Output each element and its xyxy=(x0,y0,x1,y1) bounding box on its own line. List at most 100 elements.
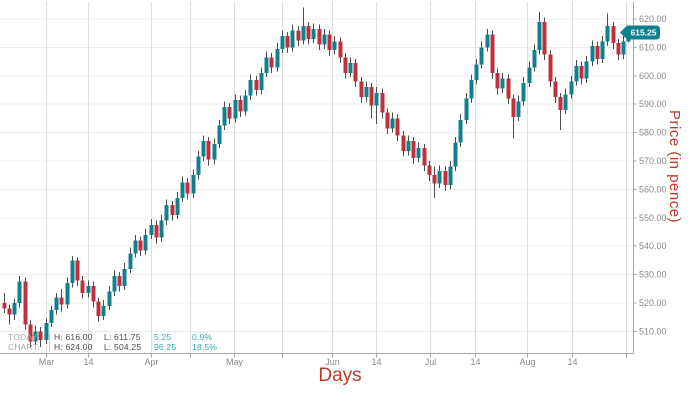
candle-66[interactable] xyxy=(348,57,353,78)
candle-25[interactable] xyxy=(133,234,138,258)
candle-59[interactable] xyxy=(311,23,316,44)
candle-14[interactable] xyxy=(75,257,80,286)
candle-113[interactable] xyxy=(595,41,600,65)
candle-30[interactable] xyxy=(159,214,164,242)
candle-17[interactable] xyxy=(91,281,96,308)
candle-93[interactable] xyxy=(490,30,495,79)
candle-19[interactable] xyxy=(101,300,106,321)
candle-107[interactable] xyxy=(563,88,568,115)
candle-62[interactable] xyxy=(327,30,332,56)
candle-92[interactable] xyxy=(485,28,490,52)
candle-34[interactable] xyxy=(180,176,185,203)
candle-60[interactable] xyxy=(317,24,322,51)
candle-26[interactable] xyxy=(138,236,143,257)
candle-52[interactable] xyxy=(275,43,280,72)
candle-78[interactable] xyxy=(411,136,416,164)
candle-24[interactable] xyxy=(128,247,133,274)
candle-40[interactable] xyxy=(212,138,217,164)
candle-27[interactable] xyxy=(143,229,148,255)
candle-33[interactable] xyxy=(175,192,180,220)
candle-91[interactable] xyxy=(479,41,484,69)
candle-15[interactable] xyxy=(80,276,85,299)
candle-7[interactable] xyxy=(38,327,43,348)
candle-67[interactable] xyxy=(353,58,358,88)
candle-38[interactable] xyxy=(201,135,206,161)
candle-101[interactable] xyxy=(532,44,537,72)
candle-111[interactable] xyxy=(584,55,589,83)
candle-65[interactable] xyxy=(343,53,348,79)
candle-84[interactable] xyxy=(443,166,448,191)
candle-39[interactable] xyxy=(206,136,211,166)
candle-64[interactable] xyxy=(338,37,343,64)
candle-77[interactable] xyxy=(406,135,411,156)
candle-31[interactable] xyxy=(164,199,169,225)
candle-99[interactable] xyxy=(521,77,526,106)
candle-1[interactable] xyxy=(7,304,12,325)
candle-29[interactable] xyxy=(154,220,159,244)
candle-47[interactable] xyxy=(248,74,253,100)
candle-4[interactable] xyxy=(23,277,28,330)
candle-44[interactable] xyxy=(233,94,238,123)
candle-41[interactable] xyxy=(217,119,222,149)
candle-10[interactable] xyxy=(54,293,59,315)
candle-61[interactable] xyxy=(322,28,327,49)
candle-100[interactable] xyxy=(527,61,532,88)
candle-37[interactable] xyxy=(196,151,201,180)
candle-73[interactable] xyxy=(385,108,390,135)
candle-5[interactable] xyxy=(28,320,33,348)
candle-116[interactable] xyxy=(611,21,616,49)
candle-28[interactable] xyxy=(149,219,154,240)
candle-53[interactable] xyxy=(280,30,285,54)
candle-75[interactable] xyxy=(395,114,400,142)
candle-57[interactable] xyxy=(301,7,306,45)
candle-23[interactable] xyxy=(122,263,127,291)
candle-21[interactable] xyxy=(112,270,117,296)
candle-0[interactable] xyxy=(2,293,7,313)
candle-74[interactable] xyxy=(390,112,395,133)
candle-3[interactable] xyxy=(17,276,22,308)
candle-48[interactable] xyxy=(254,75,259,96)
candle-35[interactable] xyxy=(185,178,190,200)
candle-105[interactable] xyxy=(553,77,558,103)
candle-97[interactable] xyxy=(511,94,516,139)
candle-51[interactable] xyxy=(269,53,274,73)
candle-22[interactable] xyxy=(117,271,122,292)
candle-82[interactable] xyxy=(432,166,437,198)
candle-11[interactable] xyxy=(59,288,64,312)
candle-6[interactable] xyxy=(33,325,38,346)
candle-13[interactable] xyxy=(70,256,75,288)
candle-50[interactable] xyxy=(264,51,269,78)
candle-8[interactable] xyxy=(44,318,49,345)
candle-87[interactable] xyxy=(458,114,463,147)
candle-45[interactable] xyxy=(238,95,243,117)
candle-109[interactable] xyxy=(574,60,579,86)
candle-81[interactable] xyxy=(427,161,432,181)
candle-115[interactable] xyxy=(605,13,610,46)
candle-63[interactable] xyxy=(332,36,337,55)
candle-58[interactable] xyxy=(306,21,311,45)
candle-89[interactable] xyxy=(469,74,474,103)
candle-86[interactable] xyxy=(453,136,458,171)
candle-114[interactable] xyxy=(600,36,605,64)
candle-71[interactable] xyxy=(374,87,379,125)
candle-110[interactable] xyxy=(579,61,584,85)
candle-117[interactable] xyxy=(616,38,621,61)
candle-56[interactable] xyxy=(296,26,301,46)
candle-54[interactable] xyxy=(285,31,290,54)
candle-98[interactable] xyxy=(516,95,521,122)
candle-9[interactable] xyxy=(49,305,54,328)
candle-90[interactable] xyxy=(474,58,479,85)
candle-108[interactable] xyxy=(569,75,574,99)
candle-104[interactable] xyxy=(548,50,553,88)
candle-118[interactable] xyxy=(621,36,626,59)
candle-12[interactable] xyxy=(65,277,70,309)
candle-76[interactable] xyxy=(401,131,406,157)
candle-49[interactable] xyxy=(259,67,264,95)
candle-18[interactable] xyxy=(96,297,101,322)
candle-83[interactable] xyxy=(437,165,442,188)
candle-102[interactable] xyxy=(537,11,542,55)
candle-46[interactable] xyxy=(243,90,248,116)
candle-55[interactable] xyxy=(290,24,295,52)
candle-36[interactable] xyxy=(191,169,196,198)
